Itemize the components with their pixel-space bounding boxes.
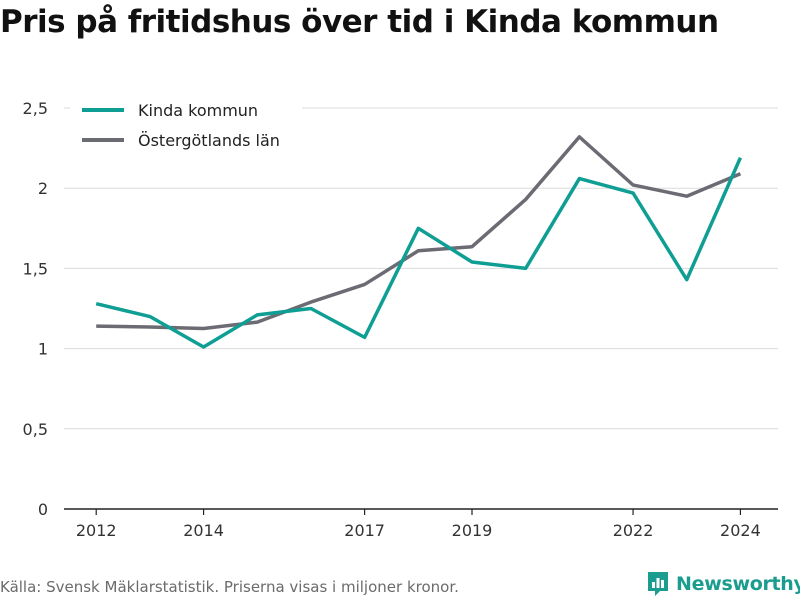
x-tick-label: 2022 <box>613 521 654 540</box>
series-layer <box>95 135 743 349</box>
y-tick-label: 0 <box>38 500 48 519</box>
legend-label: Kinda kommun <box>138 101 258 120</box>
legend-label: Östergötlands län <box>138 131 280 150</box>
series-line-kinda-kommun <box>95 157 743 349</box>
series-line-ostergotlands-lan <box>96 135 742 331</box>
source-note: Källa: Svensk Mäklarstatistik. Priserna … <box>0 578 459 596</box>
legend: Kinda kommun Östergötlands län <box>70 94 302 158</box>
x-tick-label: 2012 <box>76 521 117 540</box>
legend-background <box>70 94 302 158</box>
y-tick-label: 0,5 <box>23 420 48 439</box>
y-tick-label: 2,5 <box>23 99 48 118</box>
x-tick-label: 2017 <box>344 521 385 540</box>
brand-name: Newsworthy <box>676 572 800 595</box>
x-tick-label: 2014 <box>183 521 224 540</box>
chart-title: Pris på fritidshus över tid i Kinda komm… <box>0 4 719 40</box>
x-tick-label: 2019 <box>452 521 493 540</box>
axis-layer: 0 0,5 1 1,5 2 2,5 2012 2014 2017 2019 2022 2024 <box>23 99 778 540</box>
y-tick-label: 1 <box>38 340 48 359</box>
y-tick-label: 2 <box>38 179 48 198</box>
x-tick-label: 2024 <box>720 521 761 540</box>
newsworthy-logo-icon <box>648 572 668 596</box>
brand: Newsworthy <box>646 570 800 597</box>
grid-layer <box>64 107 778 430</box>
y-tick-label: 1,5 <box>23 259 48 278</box>
